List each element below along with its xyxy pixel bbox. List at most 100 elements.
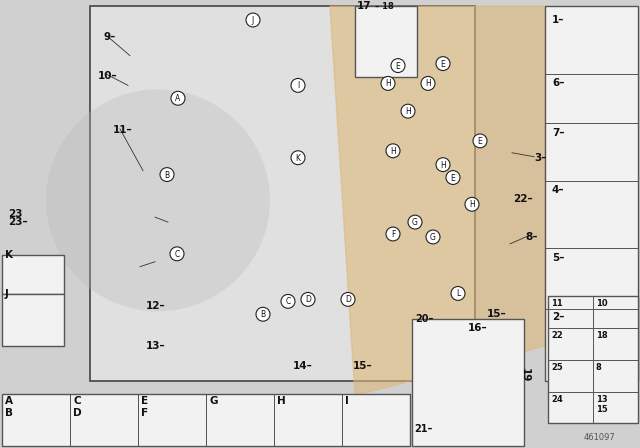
Text: I: I	[297, 82, 299, 90]
Text: 25: 25	[551, 363, 563, 372]
Text: 4–: 4–	[552, 185, 564, 195]
Text: 1–: 1–	[552, 15, 564, 25]
Circle shape	[301, 293, 315, 306]
Text: B: B	[164, 171, 170, 180]
Text: H: H	[277, 396, 285, 406]
Text: G: G	[412, 218, 418, 227]
Circle shape	[246, 13, 260, 27]
Bar	[2, 294, 64, 346]
Text: J: J	[252, 16, 254, 25]
Bar	[342, 393, 410, 446]
Polygon shape	[330, 6, 545, 396]
Text: E
F: E F	[141, 396, 148, 418]
Text: A
B: A B	[5, 396, 13, 418]
Text: – 18: – 18	[375, 2, 394, 11]
Text: E: E	[440, 60, 445, 69]
Text: 20–: 20–	[415, 314, 433, 324]
Circle shape	[170, 247, 184, 261]
Circle shape	[46, 89, 270, 311]
Bar	[355, 6, 417, 78]
Circle shape	[391, 59, 405, 73]
Circle shape	[426, 230, 440, 244]
Text: 16–: 16–	[468, 323, 488, 333]
Text: 22–: 22–	[513, 194, 532, 204]
Text: D: D	[305, 295, 311, 304]
Text: H: H	[425, 79, 431, 88]
Text: 10–: 10–	[98, 70, 118, 81]
Text: 6–: 6–	[552, 78, 564, 88]
Circle shape	[436, 158, 450, 172]
Text: B: B	[260, 310, 266, 319]
Text: 23–: 23–	[8, 217, 28, 227]
Circle shape	[291, 78, 305, 92]
Text: 19: 19	[520, 369, 530, 383]
Text: 5–: 5–	[552, 253, 564, 263]
Text: E: E	[477, 137, 483, 146]
Text: 17: 17	[357, 1, 372, 11]
Text: C: C	[285, 297, 291, 306]
Circle shape	[465, 197, 479, 211]
Text: J: J	[5, 289, 9, 299]
Text: H: H	[440, 161, 446, 170]
Circle shape	[171, 91, 185, 105]
Bar	[70, 393, 138, 446]
Text: 13
15: 13 15	[596, 395, 608, 414]
Text: 23: 23	[8, 209, 22, 219]
Text: 7–: 7–	[552, 128, 564, 138]
Text: 13–: 13–	[146, 341, 166, 351]
Circle shape	[160, 168, 174, 181]
Circle shape	[473, 134, 487, 148]
Bar	[412, 319, 524, 446]
Bar	[274, 393, 342, 446]
Circle shape	[291, 151, 305, 165]
Text: 18: 18	[596, 331, 607, 340]
Circle shape	[281, 294, 295, 308]
Text: 3–: 3–	[534, 153, 547, 163]
Circle shape	[401, 104, 415, 118]
Text: 15–: 15–	[487, 309, 507, 319]
Bar	[548, 297, 638, 423]
Text: C: C	[174, 250, 180, 259]
Text: E: E	[396, 61, 401, 71]
Text: K: K	[5, 250, 13, 260]
Text: H: H	[405, 107, 411, 116]
Text: H: H	[390, 147, 396, 156]
Text: 10: 10	[596, 299, 607, 308]
Text: 8: 8	[596, 363, 602, 372]
Text: 14–: 14–	[293, 361, 313, 371]
Bar	[206, 393, 274, 446]
Circle shape	[436, 56, 450, 70]
Text: E: E	[451, 173, 456, 182]
Text: 24: 24	[551, 395, 563, 404]
Circle shape	[386, 227, 400, 241]
Bar	[545, 6, 638, 381]
Text: G: G	[209, 396, 218, 406]
Text: L: L	[456, 289, 460, 298]
Text: H: H	[469, 200, 475, 209]
Text: G: G	[430, 233, 436, 242]
Bar	[2, 393, 410, 446]
Text: 8–: 8–	[525, 232, 538, 242]
Text: C
D: C D	[73, 396, 82, 418]
Text: 22: 22	[551, 331, 563, 340]
Text: 2–: 2–	[552, 312, 564, 322]
Text: 9–: 9–	[103, 32, 115, 42]
Text: D: D	[345, 295, 351, 304]
Bar	[2, 255, 64, 294]
Circle shape	[446, 171, 460, 185]
Text: 11: 11	[551, 299, 563, 308]
Text: 461097: 461097	[584, 433, 616, 442]
Text: H: H	[385, 79, 391, 88]
Text: 12–: 12–	[146, 302, 166, 311]
Text: 21–: 21–	[414, 424, 433, 434]
Circle shape	[451, 287, 465, 300]
Circle shape	[381, 77, 395, 90]
Text: A: A	[175, 94, 180, 103]
Circle shape	[386, 144, 400, 158]
Text: 11–: 11–	[113, 125, 132, 135]
Circle shape	[408, 215, 422, 229]
Circle shape	[421, 77, 435, 90]
Text: F: F	[391, 230, 395, 239]
Circle shape	[341, 293, 355, 306]
Text: 15–: 15–	[353, 361, 372, 371]
